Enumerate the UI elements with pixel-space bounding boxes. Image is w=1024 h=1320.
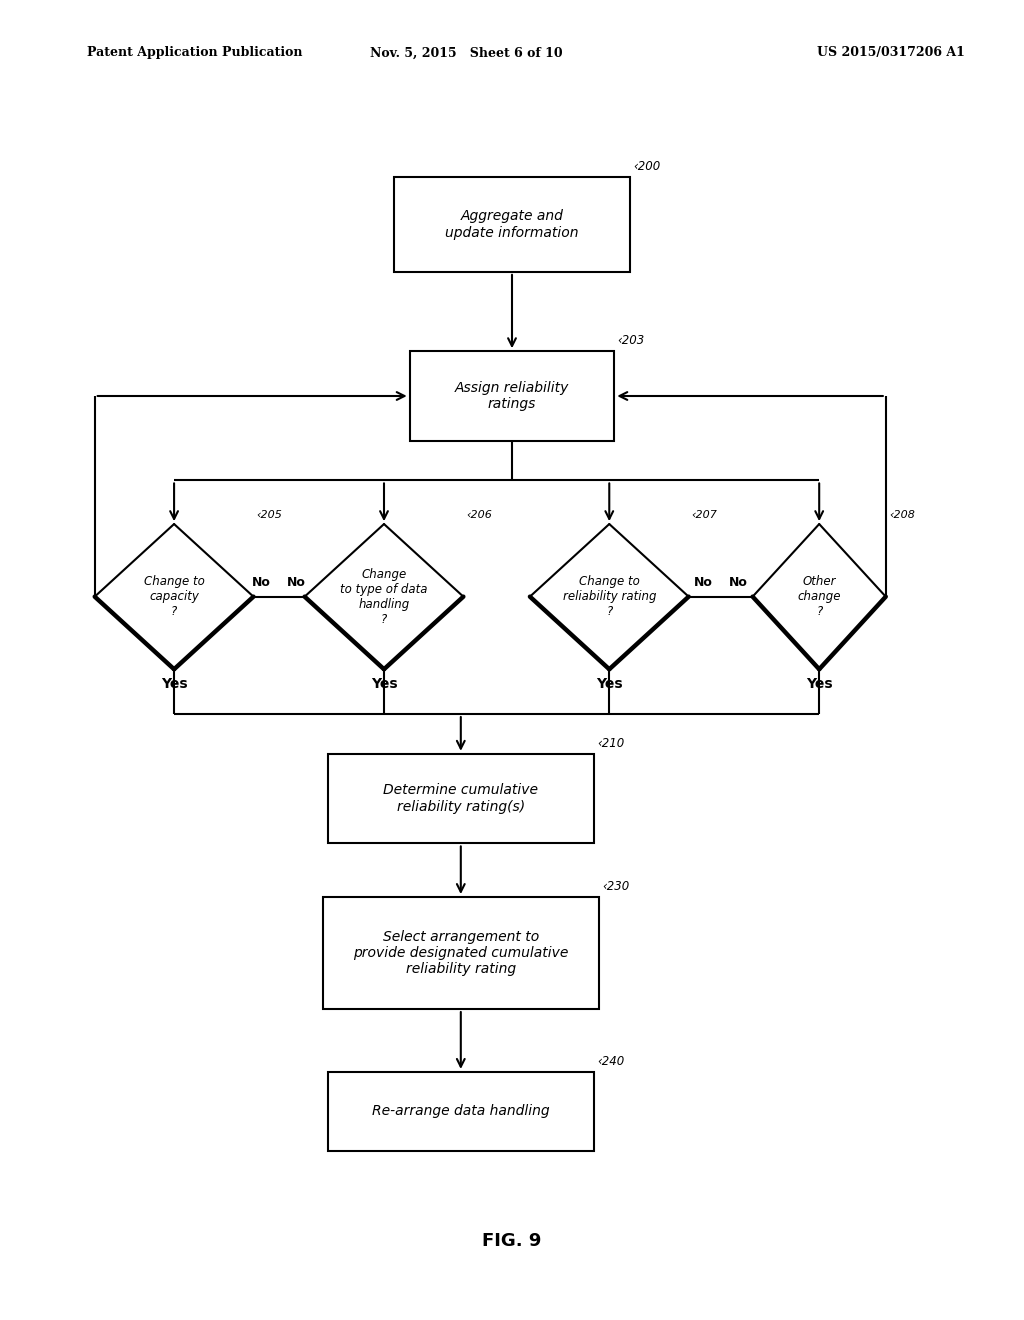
Bar — [328, 1072, 594, 1151]
Text: ‹207: ‹207 — [692, 510, 718, 520]
Text: ‹203: ‹203 — [617, 334, 645, 347]
Text: No: No — [287, 576, 306, 589]
Text: ‹240: ‹240 — [597, 1055, 625, 1068]
Text: Change to
reliability rating
?: Change to reliability rating ? — [562, 576, 656, 618]
Text: Yes: Yes — [371, 677, 397, 692]
Bar — [410, 351, 614, 441]
Bar — [328, 754, 594, 843]
Text: ‹205: ‹205 — [256, 510, 283, 520]
Text: Yes: Yes — [161, 677, 187, 692]
Text: Re-arrange data handling: Re-arrange data handling — [372, 1105, 550, 1118]
Text: Other
change
?: Other change ? — [798, 576, 841, 618]
Text: ‹210: ‹210 — [597, 737, 625, 750]
Text: US 2015/0317206 A1: US 2015/0317206 A1 — [817, 46, 965, 59]
Text: No: No — [693, 576, 713, 589]
Text: Yes: Yes — [806, 677, 833, 692]
Text: ‹230: ‹230 — [602, 880, 630, 892]
Text: Patent Application Publication: Patent Application Publication — [87, 46, 302, 59]
Text: ‹206: ‹206 — [467, 510, 493, 520]
Text: FIG. 9: FIG. 9 — [482, 1232, 542, 1250]
Text: No: No — [729, 576, 748, 589]
Bar — [323, 898, 599, 1008]
Text: Nov. 5, 2015   Sheet 6 of 10: Nov. 5, 2015 Sheet 6 of 10 — [370, 46, 562, 59]
Text: No: No — [252, 576, 270, 589]
Text: Determine cumulative
reliability rating(s): Determine cumulative reliability rating(… — [383, 784, 539, 813]
Text: Aggregate and
update information: Aggregate and update information — [445, 210, 579, 239]
Text: ‹208: ‹208 — [889, 510, 914, 520]
Text: Change to
capacity
?: Change to capacity ? — [143, 576, 205, 618]
Text: Select arrangement to
provide designated cumulative
reliability rating: Select arrangement to provide designated… — [353, 929, 568, 977]
Text: ‹200: ‹200 — [633, 160, 660, 173]
Bar — [394, 177, 630, 272]
Text: Assign reliability
ratings: Assign reliability ratings — [455, 381, 569, 411]
Text: Yes: Yes — [596, 677, 623, 692]
Text: Change
to type of data
handling
?: Change to type of data handling ? — [340, 568, 428, 626]
